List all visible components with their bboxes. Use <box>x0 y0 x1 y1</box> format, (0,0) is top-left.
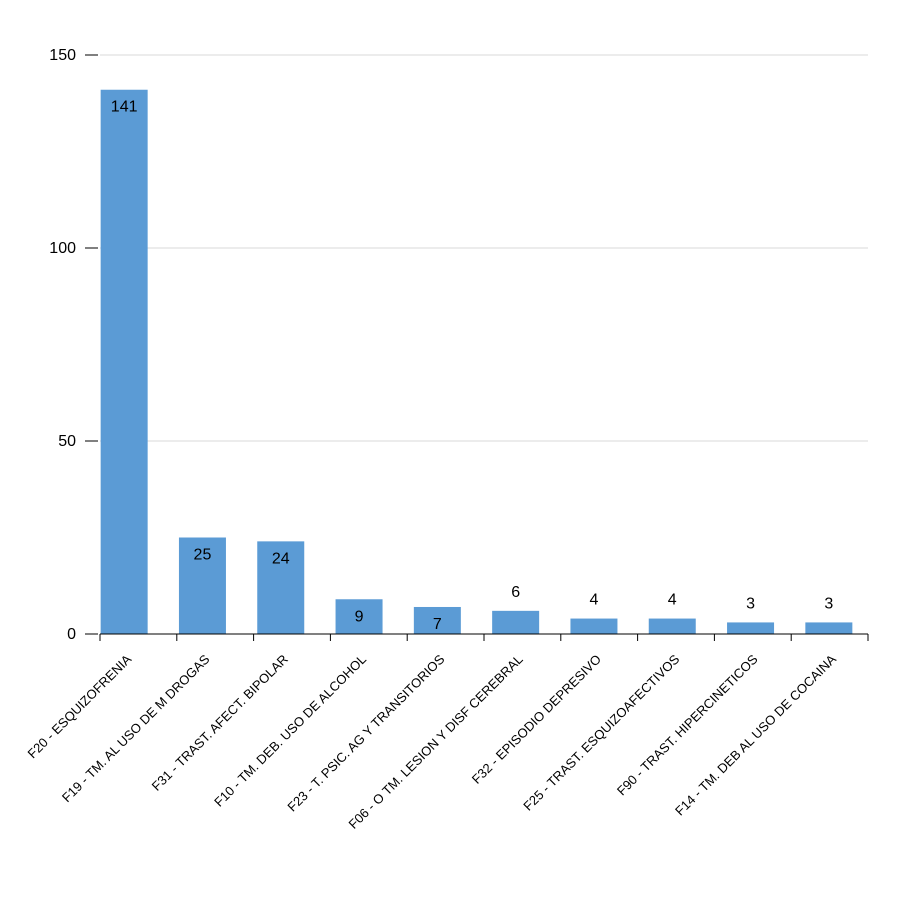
data-label: 24 <box>272 550 290 567</box>
x-category-label: F19 - TM. AL USO DE M DROGAS <box>59 651 213 805</box>
data-label: 3 <box>746 595 755 612</box>
bar <box>805 622 853 634</box>
data-label: 141 <box>111 99 138 116</box>
data-label: 6 <box>511 584 520 601</box>
bar <box>335 599 383 634</box>
bar <box>257 541 305 634</box>
bar <box>178 537 226 634</box>
x-category-label: F90 - TRAST. HIPERCINETICOS <box>614 651 761 798</box>
bar <box>413 606 461 634</box>
x-category-label: F31 - TRAST. AFECT. BIPOLAR <box>149 652 291 794</box>
bar <box>100 89 148 635</box>
x-category-label: F25 - TRAST. ESQUIZOAFECTIVOS <box>520 651 682 813</box>
y-tick-label: 150 <box>49 47 76 64</box>
y-tick-label: 100 <box>49 240 76 257</box>
data-label: 4 <box>589 592 598 609</box>
x-category-label: F23 - T. PSIC. AG Y TRANSITORIOS <box>284 651 447 814</box>
data-label: 4 <box>668 592 677 609</box>
data-label: 9 <box>355 608 364 625</box>
bar <box>648 618 696 634</box>
bar <box>727 622 775 634</box>
x-category-label: F14 - TM. DEB AL USO DE COCAINA <box>672 651 839 818</box>
data-label: 25 <box>194 547 212 564</box>
x-category-label: F32 - EPISODIO DEPRESIVO <box>469 652 604 787</box>
y-tick-label: 50 <box>58 433 76 450</box>
bar <box>570 618 618 634</box>
x-category-label: F06 - O TM. LESION Y DISF CEREBRAL <box>346 652 526 832</box>
x-category-label: F10 - TM. DEB. USO DE ALCOHOL <box>211 652 369 810</box>
data-label: 7 <box>433 616 442 633</box>
data-label: 3 <box>824 595 833 612</box>
y-tick-label: 0 <box>67 626 76 643</box>
bar <box>492 610 540 634</box>
